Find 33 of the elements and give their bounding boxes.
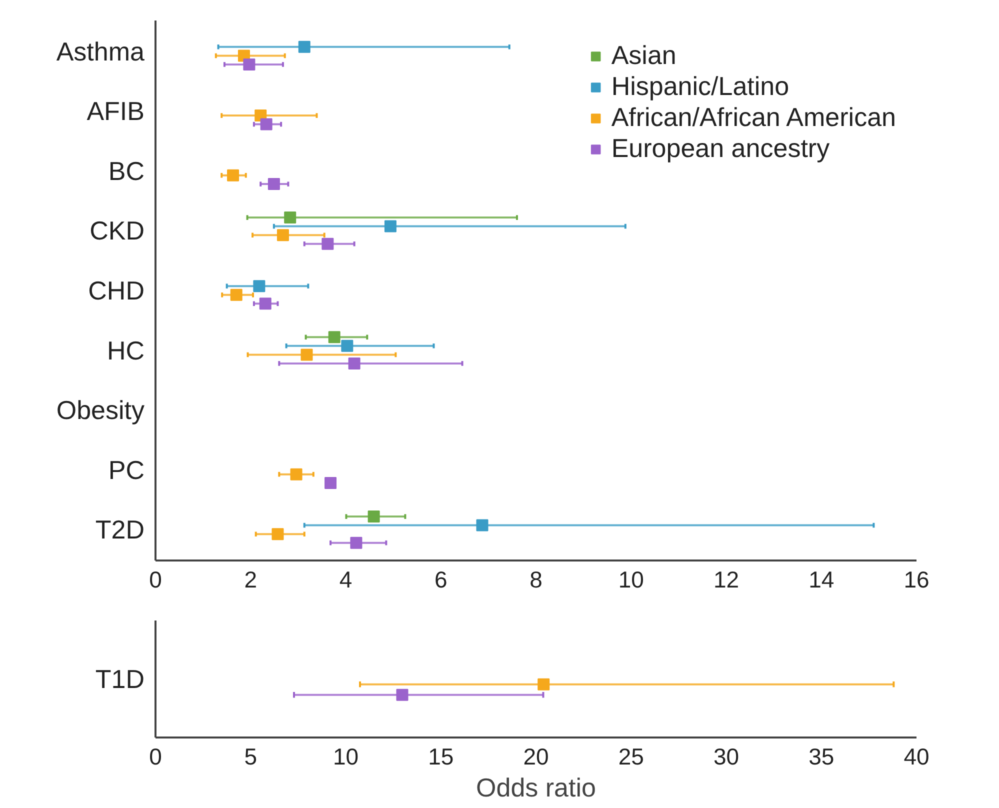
x-tick-label: 14: [808, 566, 834, 592]
x-tick-label: 12: [713, 566, 740, 592]
y-tick-label: Asthma: [56, 36, 146, 66]
y-tick-label: PC: [108, 454, 145, 485]
legend-label: Asian: [611, 40, 676, 71]
x-tick-label: 6: [434, 566, 448, 592]
x-tick-label: 5: [244, 744, 258, 770]
x-tick-label: 30: [713, 744, 740, 770]
x-tick-label: 25: [618, 744, 644, 770]
x-tick-label: 10: [332, 744, 359, 770]
x-tick-label: 4: [339, 566, 352, 592]
x-tick-label: 35: [808, 744, 834, 770]
legend-label: Hispanic/Latino: [611, 71, 790, 102]
y-tick-label: CHD: [88, 276, 145, 306]
legend-label: European ancestry: [611, 133, 830, 164]
x-tick-label: 16: [904, 566, 930, 592]
x-tick-label: 10: [618, 566, 644, 592]
x-tick-label: 0: [149, 744, 162, 770]
y-tick-label: Obesity: [56, 395, 145, 426]
legend-label: African/African American: [611, 102, 896, 133]
y-tick-label: CKD: [90, 216, 145, 246]
y-tick-label: HC: [106, 335, 145, 366]
x-tick-label: 0: [149, 566, 162, 592]
y-tick-label: T2D: [95, 514, 145, 545]
y-tick-label: BC: [108, 156, 145, 186]
x-tick-label: 15: [428, 744, 454, 770]
x-tick-label: 20: [523, 744, 549, 770]
x-tick-label: 2: [244, 566, 258, 592]
x-tick-label: 8: [530, 566, 542, 592]
x-axis-title: Odds ratio: [476, 772, 596, 802]
y-tick-label: T1D: [95, 664, 145, 694]
x-tick-label: 40: [904, 744, 930, 770]
y-tick-label: AFIB: [86, 96, 145, 126]
